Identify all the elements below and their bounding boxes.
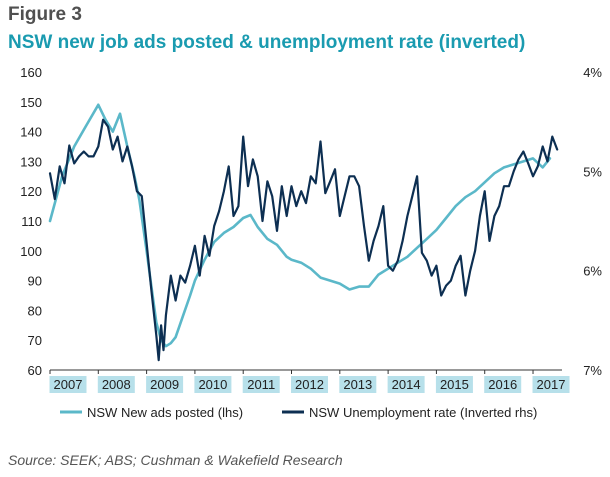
y-left-tick-label: 100 [20,244,42,259]
x-tick-highlight [97,376,135,393]
y-left-tick-label: 140 [20,125,42,140]
y-left-tick-label: 110 [21,214,42,229]
x-tick-highlight [339,376,377,393]
chart-title: NSW new job ads posted & unemployment ra… [8,32,526,53]
legend: NSW New ads posted (lhs) NSW Unemployment… [60,405,537,420]
y-left-tick-label: 130 [20,154,42,169]
y-right-tick-label: 4% [583,65,602,80]
x-tick-label: 2012 [295,377,324,392]
series-lines [48,103,559,362]
x-tick-highlight [387,376,425,393]
x-tick-highlight [532,376,570,393]
x-tick-label: 2015 [440,377,469,392]
source-note: Source: SEEK; ABS; Cushman & Wakefield R… [8,452,343,468]
x-tick-label: 2011 [247,377,275,392]
y-right-tick-label: 5% [583,164,602,179]
y-left-tick-label: 120 [20,184,42,199]
line-chart: 160 150 140 130 120 110 100 90 80 70 60 4% 5% 6% 7% 200… [20,65,602,420]
x-tick-highlight [146,376,184,393]
series-line-unemployment [48,118,559,362]
y-left-tick-label: 80 [28,303,42,318]
x-tick-label: 2008 [102,377,131,392]
figure-label: Figure 3 [8,4,82,25]
y-left-tick-label: 160 [20,65,42,80]
y-left-tick-label: 150 [20,95,42,110]
x-tick-highlight [194,376,232,393]
legend-item-job-ads-label: NSW New ads posted (lhs) [87,405,243,420]
x-tick-label: 2014 [392,377,421,392]
x-tick-highlight [484,376,522,393]
x-tick-label: 2007 [54,377,83,392]
x-tick-highlight [49,376,87,393]
y-left-tick-label: 90 [28,274,42,289]
x-tick-highlight [291,376,329,393]
y-right-tick-label: 6% [583,264,602,279]
y-left-tick-label: 60 [28,363,42,378]
x-tick-label: 2010 [198,377,227,392]
axes: 160 150 140 130 120 110 100 90 80 70 60 4% 5% 6% 7% 200… [20,65,602,393]
x-tick-highlight [242,376,280,393]
x-tick-label: 2009 [150,377,179,392]
x-tick-label: 2016 [488,377,517,392]
x-tick-label: 2013 [343,377,372,392]
y-right-tick-label: 7% [583,363,602,378]
y-left-tick-label: 70 [28,333,42,348]
x-tick-highlight [435,376,473,393]
legend-item-unemployment-label: NSW Unemployment rate (Inverted rhs) [309,405,537,420]
series-line-job-ads [48,103,552,348]
x-tick-label: 2017 [537,377,566,392]
